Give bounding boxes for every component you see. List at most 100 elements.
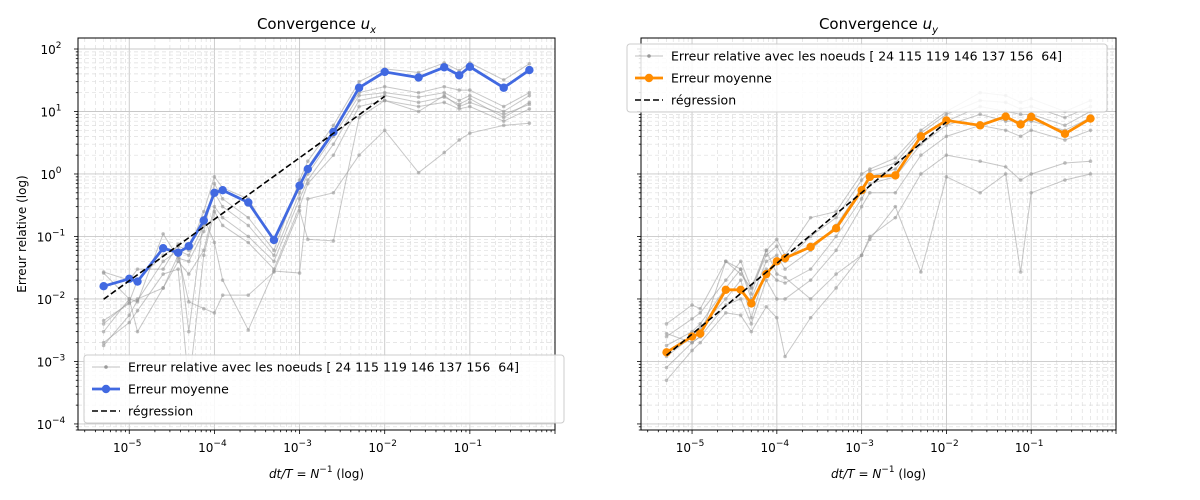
node-error-point — [101, 322, 106, 326]
node-error-point — [749, 286, 754, 290]
node-error-point — [738, 278, 743, 282]
x-tick-label: 10−4 — [198, 439, 227, 455]
node-error-point — [944, 175, 949, 179]
regression-line — [666, 121, 947, 357]
node-error-line — [103, 94, 530, 322]
node-error-point — [201, 253, 206, 258]
node-error-point — [783, 354, 787, 359]
legend-label: régression — [128, 404, 193, 419]
node-error-point — [1018, 178, 1023, 182]
node-error-point — [1018, 270, 1023, 274]
mean-error-point — [780, 253, 790, 263]
node-error-point — [698, 311, 703, 315]
node-error-point — [501, 112, 506, 117]
mean-error-point — [762, 269, 771, 279]
node-error-point — [331, 153, 336, 157]
node-error-point — [664, 343, 669, 348]
y-tick-label: 101 — [40, 103, 61, 119]
node-error-point — [527, 93, 532, 98]
legend-swatch-marker — [104, 365, 108, 369]
node-error-point — [201, 306, 206, 311]
node-error-point — [220, 278, 225, 282]
node-error-point — [306, 159, 310, 164]
x-tick-label: 10−5 — [113, 439, 142, 455]
node-error-point — [664, 322, 669, 326]
node-error-point — [201, 229, 206, 234]
node-error-point — [357, 93, 361, 98]
node-error-point — [127, 313, 132, 317]
node-error-point — [893, 156, 898, 160]
node-error-point — [212, 204, 217, 209]
node-error-point — [834, 286, 838, 290]
node-error-point — [834, 215, 838, 220]
node-error-line — [103, 122, 530, 332]
node-error-point — [468, 100, 472, 105]
node-error-point — [297, 190, 302, 195]
node-error-point — [468, 104, 472, 109]
node-error-point — [749, 292, 754, 296]
node-error-point — [919, 153, 923, 157]
node-error-point — [775, 272, 779, 276]
node-error-point — [783, 281, 787, 285]
mean-error-point — [210, 188, 219, 197]
mean-error-point — [1016, 120, 1025, 129]
node-error-point — [834, 209, 838, 214]
node-error-point — [775, 278, 779, 282]
x-tick-label: 10−1 — [454, 439, 483, 455]
node-error-point — [738, 313, 743, 317]
node-error-point — [834, 248, 838, 253]
node-error-point — [944, 134, 949, 139]
node-error-point — [357, 98, 361, 103]
node-error-point — [212, 311, 217, 315]
node-error-point — [723, 311, 728, 315]
node-error-point — [808, 315, 813, 320]
node-error-point — [764, 248, 769, 253]
node-error-point — [775, 315, 779, 320]
node-error-point — [442, 84, 447, 89]
node-error-point — [272, 253, 276, 258]
node-error-point — [690, 303, 694, 307]
y-tick-label: 100 — [40, 166, 61, 182]
node-error-point — [127, 297, 132, 301]
node-error-point — [416, 95, 421, 99]
legend-swatch-marker — [644, 73, 654, 83]
mean-error-point — [525, 65, 534, 75]
node-error-point — [1063, 178, 1067, 182]
mean-error-point — [133, 277, 142, 286]
plot-area — [99, 61, 534, 389]
node-error-point — [664, 378, 669, 383]
node-error-point — [527, 107, 532, 111]
mean-error-point — [465, 62, 475, 71]
mean-error-point — [295, 181, 304, 190]
mean-error-point — [440, 63, 449, 72]
mean-error-point — [916, 132, 926, 141]
mean-error-point — [199, 216, 208, 225]
node-error-point — [859, 197, 864, 201]
node-error-point — [1088, 172, 1093, 176]
node-error-point — [698, 340, 703, 345]
node-error-point — [220, 215, 225, 220]
node-error-point — [135, 297, 140, 301]
node-error-line — [666, 99, 1091, 338]
x-tick-label: 10−3 — [283, 439, 312, 455]
node-error-point — [944, 112, 949, 117]
node-error-point — [416, 109, 421, 114]
node-error-point — [783, 267, 787, 271]
node-error-point — [331, 142, 336, 146]
node-error-point — [738, 297, 743, 301]
node-error-point — [357, 153, 361, 157]
legend-box — [626, 43, 1108, 113]
mean-error-point — [687, 332, 697, 341]
node-error-point — [1029, 172, 1034, 176]
node-error-point — [808, 215, 813, 220]
node-error-point — [749, 329, 754, 334]
node-error-point — [220, 204, 225, 209]
node-error-point — [868, 190, 872, 195]
mean-error-point — [1060, 129, 1070, 138]
mean-error-point — [865, 172, 875, 182]
node-error-point — [501, 109, 506, 114]
node-error-point — [246, 234, 251, 239]
node-error-point — [161, 232, 165, 236]
node-error-point — [272, 248, 276, 253]
